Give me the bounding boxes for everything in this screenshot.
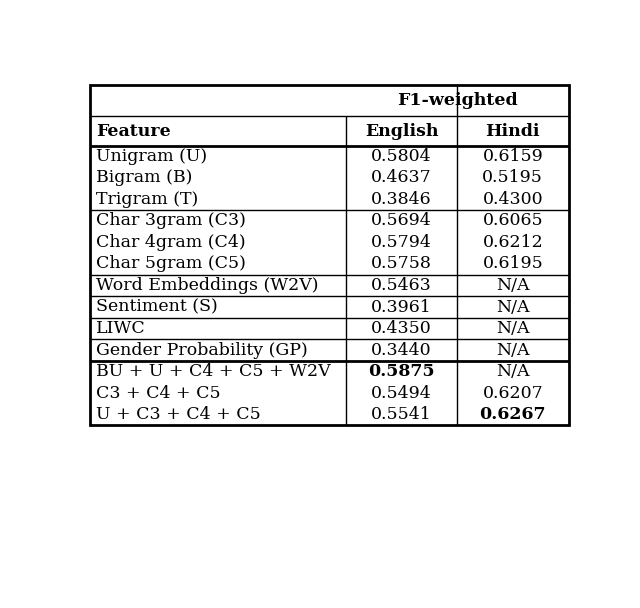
Text: 0.5794: 0.5794 xyxy=(371,234,432,251)
Text: 0.6267: 0.6267 xyxy=(479,406,546,423)
Text: Char 3gram (C3): Char 3gram (C3) xyxy=(96,212,246,229)
Text: BU + U + C4 + C5 + W2V: BU + U + C4 + C5 + W2V xyxy=(96,363,330,380)
Text: 0.5195: 0.5195 xyxy=(483,169,543,186)
Text: C3 + C4 + C5: C3 + C4 + C5 xyxy=(96,385,221,402)
Text: 0.4300: 0.4300 xyxy=(483,191,543,208)
Text: F1-weighted: F1-weighted xyxy=(397,92,518,109)
Text: N/A: N/A xyxy=(496,342,529,359)
Text: N/A: N/A xyxy=(496,277,529,294)
Text: Bigram (B): Bigram (B) xyxy=(96,169,192,186)
Text: 0.4637: 0.4637 xyxy=(371,169,432,186)
Text: 0.5541: 0.5541 xyxy=(371,406,432,423)
Text: 0.4350: 0.4350 xyxy=(371,320,432,337)
Text: 0.5463: 0.5463 xyxy=(371,277,432,294)
Text: 0.3440: 0.3440 xyxy=(371,342,432,359)
Text: 0.6212: 0.6212 xyxy=(483,234,543,251)
Text: Unigram (U): Unigram (U) xyxy=(96,148,207,165)
Text: 0.5804: 0.5804 xyxy=(371,148,432,165)
Text: Char 5gram (C5): Char 5gram (C5) xyxy=(96,255,246,272)
Text: Sentiment (S): Sentiment (S) xyxy=(96,299,218,316)
Text: N/A: N/A xyxy=(496,299,529,316)
Text: N/A: N/A xyxy=(496,320,529,337)
Text: Word Embeddings (W2V): Word Embeddings (W2V) xyxy=(96,277,318,294)
Text: 0.5694: 0.5694 xyxy=(371,212,432,229)
Text: 0.5758: 0.5758 xyxy=(371,255,432,272)
Text: 0.6065: 0.6065 xyxy=(483,212,543,229)
Text: 0.3846: 0.3846 xyxy=(371,191,432,208)
Text: Gender Probability (GP): Gender Probability (GP) xyxy=(96,342,308,359)
Text: 0.5875: 0.5875 xyxy=(368,363,435,380)
Text: 0.6195: 0.6195 xyxy=(483,255,543,272)
Text: 0.6159: 0.6159 xyxy=(483,148,543,165)
Text: Trigram (T): Trigram (T) xyxy=(96,191,198,208)
Text: 0.5494: 0.5494 xyxy=(371,385,432,402)
Text: English: English xyxy=(365,122,438,139)
Text: LIWC: LIWC xyxy=(96,320,146,337)
Text: Hindi: Hindi xyxy=(486,122,540,139)
Text: Char 4gram (C4): Char 4gram (C4) xyxy=(96,234,246,251)
Text: 0.3961: 0.3961 xyxy=(371,299,432,316)
Text: U + C3 + C4 + C5: U + C3 + C4 + C5 xyxy=(96,406,260,423)
Text: 0.6207: 0.6207 xyxy=(483,385,543,402)
Text: Feature: Feature xyxy=(96,122,171,139)
Text: N/A: N/A xyxy=(496,363,529,380)
